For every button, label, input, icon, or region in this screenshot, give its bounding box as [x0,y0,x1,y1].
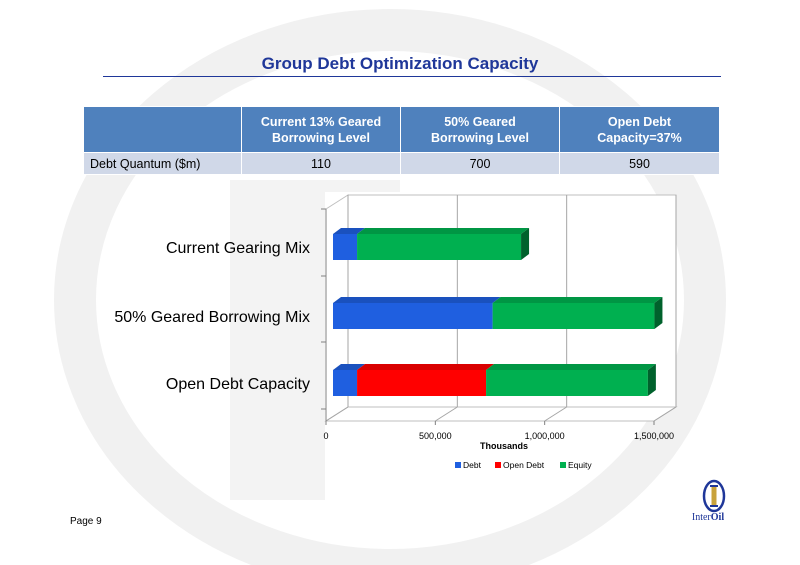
table-header-current-label: Current 13% Geared Borrowing Level [260,114,382,145]
table-row: Debt Quantum ($m) 110 700 590 [83,152,720,175]
bar-segment [333,370,358,396]
bar-segment [357,370,487,396]
legend-label: Debt [463,460,482,470]
bar-top [333,297,501,303]
table-cell: 110 [241,152,401,175]
category-label: Open Debt Capacity [166,376,310,393]
x-axis-title: Thousands [480,441,528,451]
bar-end [521,228,530,260]
table-header-current: Current 13% Geared Borrowing Level [241,106,401,153]
table-header-row: Current 13% Geared Borrowing Level 50% Ge… [83,106,720,153]
legend-swatch [495,462,501,468]
bar-end [647,364,656,396]
bar-top [492,297,663,303]
chart-floor [324,406,678,422]
x-tick-label: 500,000 [419,431,452,441]
bar-top [357,228,530,234]
bar-end [654,297,663,329]
bar-top [333,228,366,234]
table-header-open: Open Debt Capacity=37% [559,106,720,153]
category-label: 50% Geared Borrowing Mix [114,309,310,326]
table-header-geared: 50% Geared Borrowing Level [400,106,560,153]
table-row-label: Debt Quantum ($m) [83,152,242,175]
legend-swatch [455,462,461,468]
bar-top [486,364,656,370]
bar-segment [333,234,358,260]
bar-segment [333,303,493,329]
table-cell: 700 [400,152,560,175]
summary-table: Current 13% Geared Borrowing Level 50% Ge… [83,106,720,175]
bar-segment [486,370,648,396]
bar-segment [492,303,655,329]
logo-text-inter: Inter [691,512,711,523]
bar-segment [357,234,522,260]
table-header-open-label: Open Debt Capacity=37% [597,114,682,145]
x-tick-label: 0 [323,431,328,441]
table-header-geared-label: 50% Geared Borrowing Level [431,114,529,145]
legend-label: Equity [568,460,592,470]
legend-label: Open Debt [503,460,545,470]
gridline-floor [435,406,458,422]
title-divider [103,76,721,77]
gridline-floor [544,406,567,422]
x-tick-label: 1,500,000 [634,431,674,441]
logo-text-oil: Oil [710,512,725,523]
page-number: Page 9 [70,516,102,527]
page-title: Group Debt Optimization Capacity [261,54,539,73]
table-cell: 590 [559,152,720,175]
category-label: Current Gearing Mix [166,240,310,257]
legend-swatch [560,462,566,468]
interoil-logo-text: InterOil [681,512,735,523]
interoil-logo-icon [702,479,726,513]
gridline-floor [325,406,349,422]
gridline-floor [653,406,677,422]
x-tick-label: 1,000,000 [525,431,565,441]
bar-top [357,364,495,370]
bar-top [333,364,366,370]
